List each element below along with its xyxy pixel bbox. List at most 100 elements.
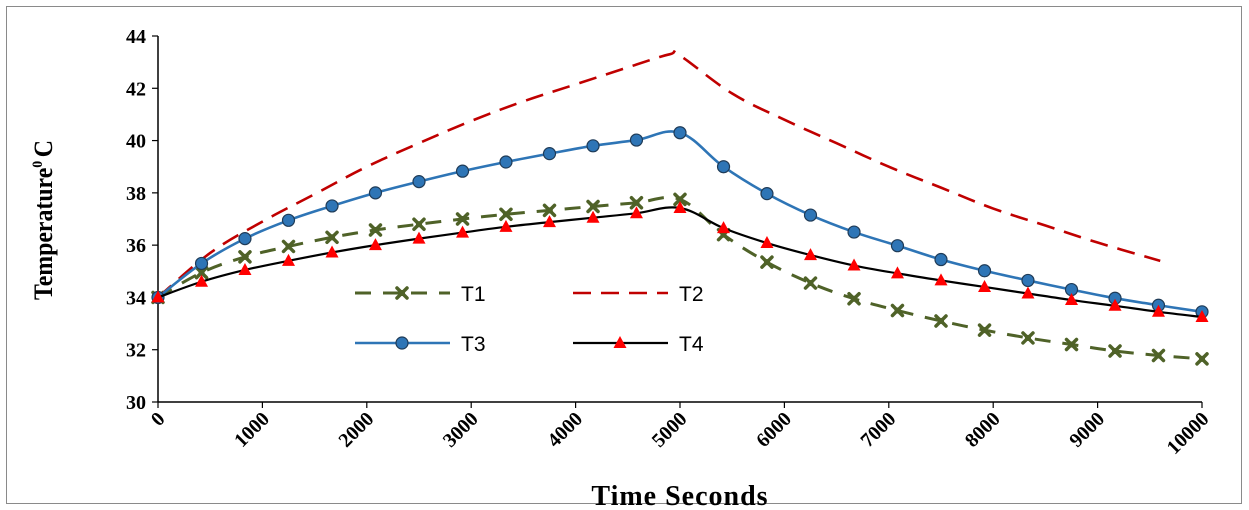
legend-label: T4 xyxy=(679,333,704,356)
y-tick-label: 30 xyxy=(126,392,146,414)
data-point-t3 xyxy=(803,208,818,222)
x-tick-label: 1000 xyxy=(230,408,274,452)
legend-marker xyxy=(613,336,627,348)
data-point-t1 xyxy=(1064,337,1079,352)
y-tick-label: 40 xyxy=(126,131,146,153)
data-point-t4 xyxy=(1108,298,1122,311)
x-axis-title: Time Seconds xyxy=(591,481,768,510)
data-point-t1 xyxy=(281,239,296,254)
series-t4 xyxy=(151,201,1209,323)
chart-frame xyxy=(6,6,1242,504)
x-tick-label: 6000 xyxy=(752,408,796,452)
y-axis-title-text: Temperature xyxy=(29,168,58,300)
data-point-t3 xyxy=(238,232,252,246)
y-tick-label: 36 xyxy=(126,235,146,257)
data-point-t1 xyxy=(542,203,557,218)
data-point-t1 xyxy=(586,199,600,214)
data-point-t1 xyxy=(325,230,339,245)
data-point-t4 xyxy=(456,225,470,238)
chart-axes: 30 32 34 36 38 40 42 44 0 1000 2000 3000 4000 5000 600… xyxy=(126,26,1214,459)
data-point-t4 xyxy=(717,221,731,234)
data-point-t4 xyxy=(282,253,295,266)
data-point-t4 xyxy=(151,290,165,303)
data-point-t3 xyxy=(455,164,470,178)
x-tick-label: 2000 xyxy=(334,408,378,452)
data-point-t3 xyxy=(281,213,296,227)
data-point-t4 xyxy=(1195,310,1209,323)
data-point-t1 xyxy=(1108,344,1122,358)
data-point-t3 xyxy=(673,126,687,140)
x-tick-label: 10000 xyxy=(1163,408,1214,459)
x-tick-label: 7000 xyxy=(856,408,900,452)
legend-item-t2: T2 xyxy=(573,283,704,306)
data-point-t4 xyxy=(890,266,904,279)
data-point-t3 xyxy=(847,225,861,239)
data-point-t3 xyxy=(760,187,774,201)
series-t2 xyxy=(157,50,1161,299)
legend-label: T2 xyxy=(679,283,704,306)
data-point-t1 xyxy=(803,276,818,290)
data-point-t4 xyxy=(586,210,600,223)
y-tick-label: 32 xyxy=(126,340,146,362)
data-point-t4 xyxy=(412,231,426,244)
data-point-t1 xyxy=(1195,352,1209,366)
data-point-t1 xyxy=(455,212,470,226)
data-point-t3 xyxy=(542,147,557,161)
legend-label: T1 xyxy=(461,283,486,306)
data-point-t3 xyxy=(325,199,339,213)
x-tick-label: 0 xyxy=(147,408,170,431)
data-point-t4 xyxy=(673,201,687,214)
data-point-t3 xyxy=(1021,273,1035,288)
y-axis-title-sup: 0 xyxy=(30,161,46,168)
data-point-t1 xyxy=(629,196,644,210)
x-tick-label: 4000 xyxy=(543,408,587,452)
y-tick-label: 34 xyxy=(126,287,146,309)
data-point-t4 xyxy=(847,258,861,271)
y-axis-title: Temperature0 C xyxy=(29,140,58,300)
data-point-t1 xyxy=(412,217,426,231)
legend-label: T3 xyxy=(461,333,486,356)
data-point-t3 xyxy=(194,256,209,271)
data-point-t3 xyxy=(890,239,905,253)
data-point-t4 xyxy=(195,274,209,287)
data-point-t3 xyxy=(499,155,513,169)
data-point-t4 xyxy=(760,236,774,249)
data-point-t1 xyxy=(977,323,992,337)
legend-marker xyxy=(395,286,409,300)
series-t3 xyxy=(151,126,1209,319)
data-point-t4 xyxy=(238,262,252,275)
data-point-t1 xyxy=(499,207,513,222)
data-point-t4 xyxy=(1151,304,1165,317)
data-point-t3 xyxy=(716,160,731,174)
data-point-t3 xyxy=(977,264,992,278)
data-point-t4 xyxy=(543,215,556,228)
data-point-t4 xyxy=(499,219,513,232)
x-tick-label: 3000 xyxy=(439,408,483,452)
data-point-t1 xyxy=(194,265,209,280)
data-point-t1 xyxy=(934,314,948,328)
legend-item-t1: T1 xyxy=(355,283,486,306)
x-tick-label: 5000 xyxy=(648,408,692,452)
data-point-t1 xyxy=(238,250,252,264)
data-point-t3 xyxy=(586,139,600,153)
series-line-t2 xyxy=(157,50,1161,299)
data-point-t4 xyxy=(1065,293,1078,306)
y-axis-title-unit: C xyxy=(29,140,58,157)
data-point-t1 xyxy=(760,255,774,269)
data-point-t4 xyxy=(1021,286,1035,299)
data-point-t4 xyxy=(934,273,948,286)
data-point-t3 xyxy=(412,175,426,189)
data-point-t4 xyxy=(325,245,339,258)
legend: T1 T2 T3 T4 xyxy=(355,283,704,356)
data-point-t4 xyxy=(804,248,817,261)
data-point-t4 xyxy=(368,238,382,251)
series-layer xyxy=(151,50,1209,366)
y-tick-label: 44 xyxy=(126,26,146,48)
data-point-t1 xyxy=(1151,348,1166,363)
x-tick-label: 8000 xyxy=(961,408,1005,452)
data-point-t3 xyxy=(368,186,383,200)
data-point-t4 xyxy=(978,279,992,292)
y-tick-label: 42 xyxy=(126,78,146,100)
data-point-t1 xyxy=(673,192,687,207)
